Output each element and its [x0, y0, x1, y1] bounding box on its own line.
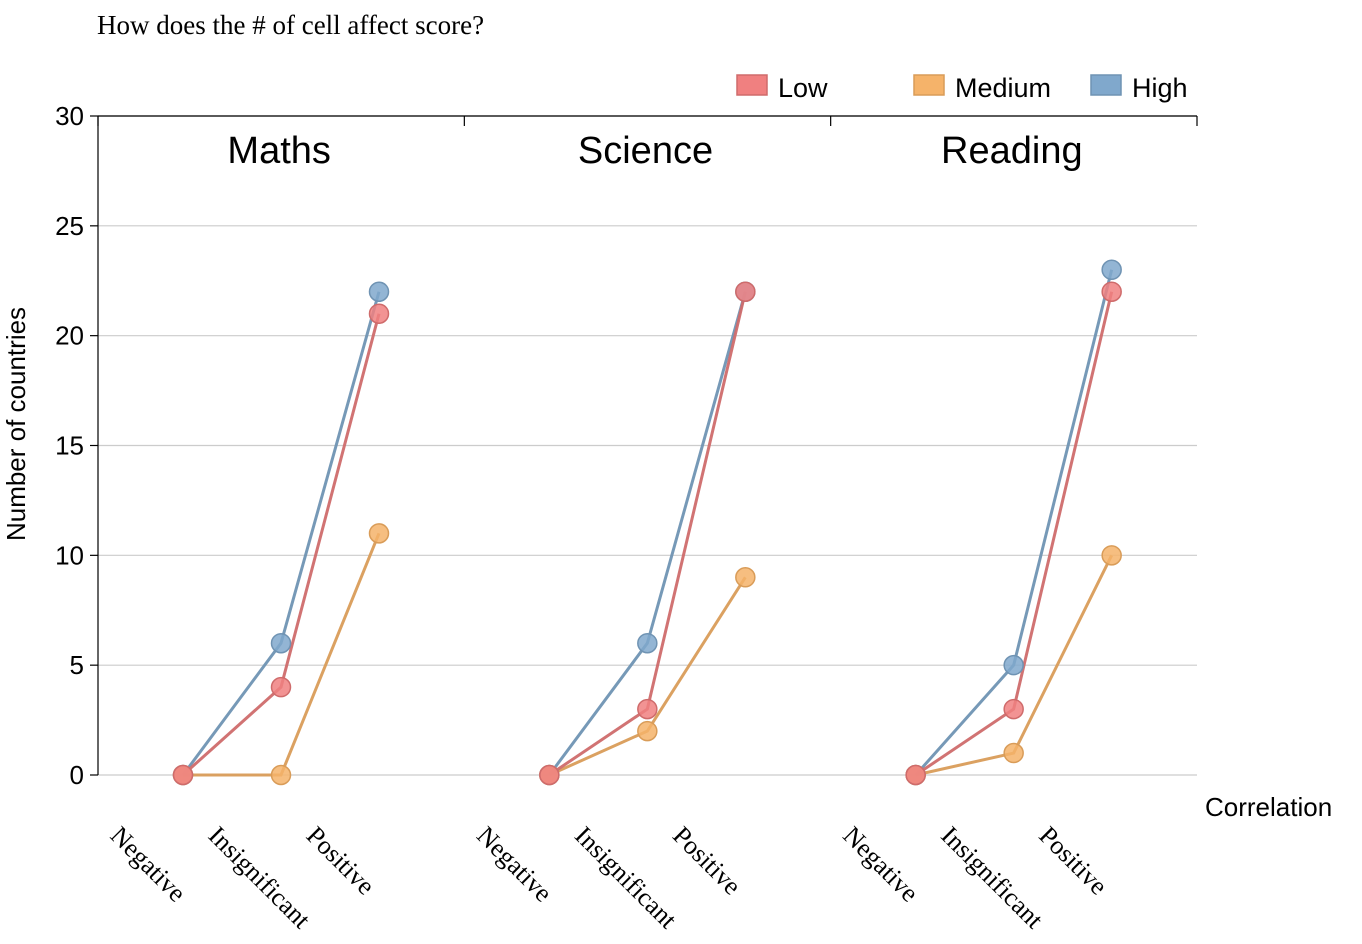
- legend-swatch-medium: [913, 74, 945, 96]
- y-tick-label: 5: [70, 650, 84, 680]
- data-point-high: [368, 281, 390, 302]
- data-point-high: [637, 632, 658, 654]
- series-line-medium: [183, 532, 381, 777]
- series-line-medium: [548, 576, 747, 777]
- chart-title: How does the # of cell affect score?: [97, 10, 484, 40]
- x-tick-label: Negative: [105, 821, 192, 908]
- data-point-high: [1003, 654, 1024, 676]
- y-tick-label: 10: [55, 540, 84, 570]
- x-tick-label: Insignificant: [203, 821, 317, 935]
- x-tick-label: Positive: [667, 821, 747, 901]
- y-axis-label: Number of countries: [1, 307, 31, 541]
- panel-title: Reading: [941, 130, 1083, 172]
- data-point-low: [172, 764, 194, 786]
- data-point-low: [539, 764, 560, 786]
- grid: [98, 115, 1197, 776]
- data-point-low: [905, 764, 926, 786]
- y-tick-label: 0: [70, 760, 84, 790]
- data-point-low: [368, 303, 390, 324]
- legend: Low Medium High: [736, 73, 1188, 103]
- legend-label-medium: Medium: [955, 73, 1051, 103]
- data-point-high: [270, 632, 292, 654]
- data-point-medium: [270, 764, 292, 786]
- y-axis: 0 5 10 15 20 25 30: [55, 101, 1198, 790]
- data-point-low: [735, 281, 756, 302]
- data-point-medium: [637, 720, 658, 742]
- data-point-medium: [1101, 545, 1122, 566]
- panel-title: Maths: [227, 130, 330, 172]
- data-point-low: [637, 698, 658, 720]
- data-point-low: [1101, 281, 1122, 302]
- y-tick-label: 20: [55, 321, 84, 351]
- data-point-medium: [1003, 742, 1024, 764]
- series-line-high: [181, 291, 381, 776]
- y-tick-label: 25: [55, 211, 84, 241]
- x-axis-label: Correlation: [1205, 792, 1332, 822]
- legend-label-high: High: [1132, 73, 1188, 103]
- x-tick-label: Negative: [837, 821, 924, 908]
- x-tick-label: Insignificant: [569, 821, 683, 935]
- y-tick-label: 15: [55, 431, 84, 461]
- legend-swatch-low: [736, 74, 768, 96]
- data-point-low: [1003, 698, 1024, 720]
- panel-title: Science: [578, 130, 713, 172]
- data-point-medium: [368, 523, 390, 544]
- data-point-medium: [735, 567, 756, 588]
- legend-label-low: Low: [778, 73, 828, 103]
- legend-swatch-high: [1090, 74, 1122, 96]
- x-tick-label: Insignificant: [935, 821, 1049, 935]
- series-line-low: [181, 313, 381, 777]
- x-tick-label: Positive: [301, 821, 381, 901]
- y-tick-label: 30: [55, 101, 84, 131]
- x-tick-label: Negative: [471, 821, 558, 908]
- x-tick-label: Positive: [1033, 821, 1113, 901]
- data-point-low: [270, 676, 292, 698]
- data-point-high: [1101, 259, 1122, 281]
